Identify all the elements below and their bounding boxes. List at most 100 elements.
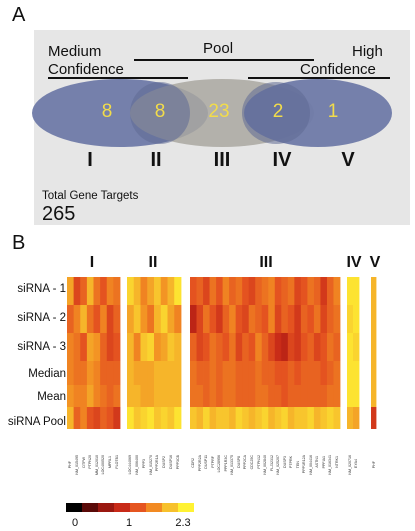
heatmap-cell [261, 333, 269, 361]
heatmap-cell [287, 385, 295, 407]
heatmap-cell [248, 385, 256, 407]
gene-label-text: PPP2R1A [155, 455, 160, 472]
overlap-medium-pool [130, 82, 190, 144]
heatmap-cell [294, 407, 302, 429]
heatmap-cell [154, 333, 162, 361]
gene-label: DUSP8 [237, 455, 241, 511]
heatmap-cell [300, 277, 308, 305]
heatmap-cell [190, 277, 197, 305]
heatmap-cell [294, 305, 302, 333]
heatmap-cell [307, 361, 315, 385]
gene-label-text: PTPN20 [88, 455, 93, 469]
heatmap-cell [371, 305, 377, 333]
heatmap-cell [313, 305, 321, 333]
gene-label-text: NTRK1 [334, 456, 339, 468]
heatmap-cell [216, 385, 224, 407]
high-confidence-line1: High [352, 43, 383, 60]
gene-label-text: FLJ32312 [269, 455, 274, 471]
region-v-count: 1 [327, 101, 339, 122]
heatmap-cell [106, 361, 114, 385]
heatmap-cell [209, 361, 217, 385]
heatmap-cell [300, 385, 308, 407]
gene-label-text: CDC25C [250, 455, 254, 470]
heatmap-cell [100, 277, 108, 305]
heatmap-cell [216, 361, 224, 385]
heatmap-cell [255, 407, 263, 429]
heatmap-cell [281, 333, 289, 361]
gene-label: NM_002840 [263, 455, 267, 511]
gene-label: PPFIA1 [322, 455, 326, 511]
gene-label: NM_020716 [348, 455, 352, 511]
heatmap-cell [140, 277, 148, 305]
gene-label-text: DTPW [81, 457, 86, 468]
heatmap-cell [196, 385, 204, 407]
heatmap-cell [93, 385, 101, 407]
heatmap-group-i-label: I [89, 254, 95, 271]
heatmap-cell [242, 333, 250, 361]
gene-label-text: CDR2 [191, 458, 196, 468]
gene-label: NM_025207 [276, 455, 280, 511]
heatmap-cell [190, 385, 197, 407]
gene-label-text: PPFIA1 [321, 455, 326, 468]
heatmap-cell [174, 361, 182, 385]
heatmap-group-ii-label: II [148, 254, 158, 271]
heatmap-cell [242, 361, 250, 385]
gene-label-text: PPP2R2A [197, 455, 202, 472]
heatmap-cell [203, 385, 210, 407]
heatmap-cell [93, 305, 101, 333]
heatmap-cell [242, 305, 250, 333]
heatmap-cell [147, 277, 155, 305]
heatmap-cell [190, 361, 197, 385]
heatmap-cell [154, 305, 162, 333]
gene-label: PTPRF [211, 455, 215, 511]
heatmap-cell [127, 277, 135, 305]
heatmap-cell [167, 385, 175, 407]
gene-label-text: PPP1R3C [223, 455, 228, 472]
heatmap-cell [229, 361, 237, 385]
heatmap-cell [73, 361, 81, 385]
heatmap-cell [242, 407, 250, 429]
heatmap-cell [287, 361, 295, 385]
heatmap-cell [167, 277, 175, 305]
heatmap-cell [320, 333, 328, 361]
heatmap-cell [347, 305, 354, 333]
heatmap-cell [140, 361, 148, 385]
heatmap-cell [353, 277, 360, 305]
heatmap-cell [86, 407, 94, 429]
gene-label-text: PTPN12 [256, 455, 261, 469]
high-confidence-line2: Confidence [300, 61, 376, 78]
heatmap-cell [203, 333, 210, 361]
heatmap-cell [216, 277, 224, 305]
heatmap-cell [255, 277, 263, 305]
heatmap-group-iii-label: III [259, 254, 273, 271]
heatmap-cell [333, 277, 341, 305]
color-scale-swatch [162, 503, 178, 512]
heatmap-cell [216, 333, 224, 361]
heatmap-cell [140, 305, 148, 333]
heatmap-cell [67, 305, 75, 333]
heatmap-cell [133, 277, 141, 305]
gene-label-text: NM_015270 [148, 455, 153, 475]
heatmap-cell [268, 385, 276, 407]
heatmap-cell [229, 333, 237, 361]
gene-label-text: LOC28956 [217, 455, 222, 473]
heatmap-cell [255, 361, 263, 385]
heatmap-cell [80, 333, 88, 361]
heatmap-cell [196, 333, 204, 361]
gene-label-text: MPRL1 [108, 456, 113, 468]
heatmap-cell [80, 277, 88, 305]
gene-label: PTPRK [289, 455, 293, 511]
gene-label-text: MM_012010 [94, 455, 99, 475]
heatmap-cell [93, 333, 101, 361]
region-ii-count: 8 [154, 101, 166, 122]
heatmap-cell [73, 385, 81, 407]
region-v-label: V [341, 149, 355, 171]
high-confidence-underline [248, 77, 390, 79]
gene-label: PPP1R3C [224, 455, 228, 511]
heatmap-cell [248, 407, 256, 429]
gene-label-text: ASTN1 [315, 456, 320, 468]
gene-label-text: PPP2CA [243, 455, 248, 470]
heatmap-cell [203, 305, 210, 333]
heatmap-cell [333, 333, 341, 361]
heatmap-cell [160, 407, 168, 429]
